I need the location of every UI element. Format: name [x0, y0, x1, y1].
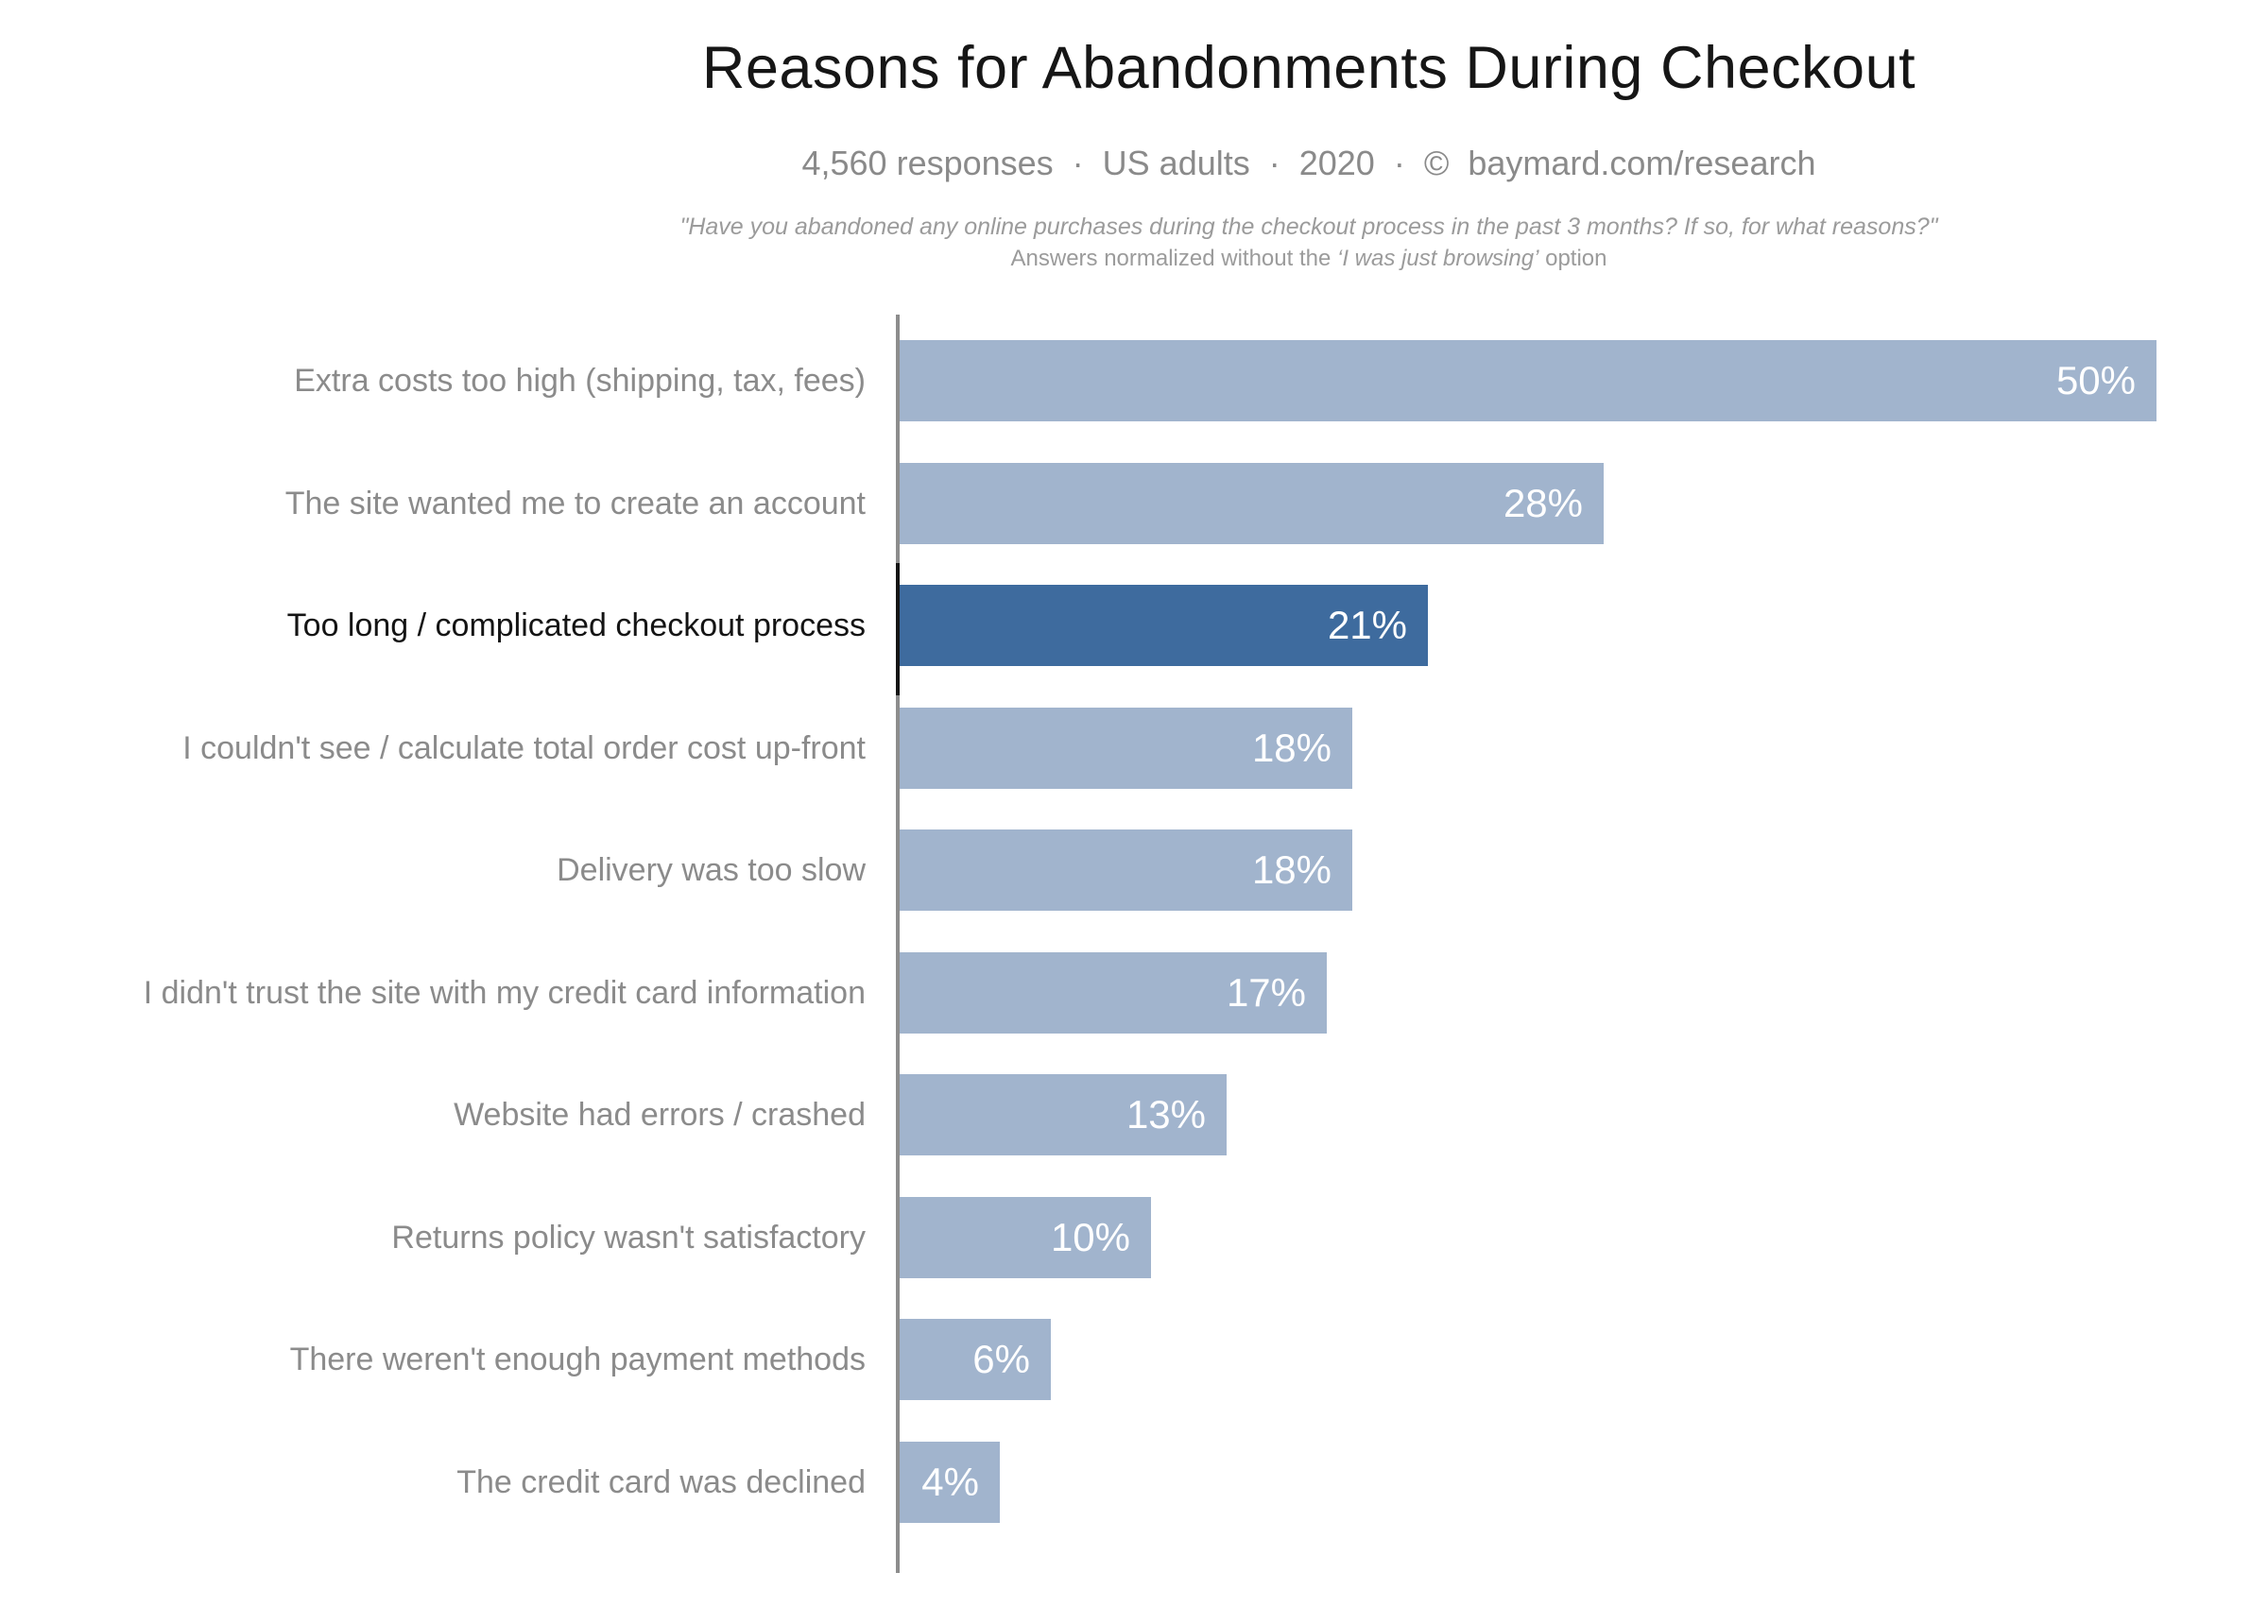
- y-axis-highlight-segment: [896, 563, 900, 695]
- category-label: Delivery was too slow: [557, 852, 866, 888]
- bar: 6%: [900, 1319, 1051, 1400]
- value-label: 28%: [1503, 480, 1583, 525]
- chart-title: Reasons for Abandonments During Checkout: [701, 35, 1916, 101]
- chart-row: Too long / complicated checkout process 2…: [0, 585, 2268, 666]
- value-label: 50%: [2055, 358, 2136, 402]
- chart-row: Extra costs too high (shipping, tax, fee…: [0, 340, 2268, 421]
- bar-highlighted: 21%: [900, 585, 1428, 666]
- normalization-note: Answers normalized without the ‘I was ju…: [350, 246, 2268, 272]
- chart-row: I didn't trust the site with my credit c…: [0, 951, 2268, 1034]
- y-axis-line: [896, 315, 900, 1573]
- bar: 17%: [900, 951, 1327, 1034]
- value-label: 21%: [1327, 603, 1407, 647]
- chart-row: There weren't enough payment methods 6%: [0, 1319, 2268, 1400]
- value-label: 18%: [1251, 847, 1332, 892]
- chart-row: I couldn't see / calculate total order c…: [0, 707, 2268, 789]
- chart-row: The credit card was declined 4%: [0, 1441, 2268, 1523]
- bar: 18%: [900, 829, 1352, 911]
- chart-subtitle: 4,560 responses · US adults · 2020 · © b…: [801, 144, 1816, 182]
- value-label: 18%: [1251, 725, 1332, 770]
- category-label: Returns policy wasn't satisfactory: [391, 1219, 866, 1256]
- value-label: 13%: [1125, 1092, 1206, 1137]
- value-label: 10%: [1050, 1214, 1130, 1259]
- chart-row: Returns policy wasn't satisfactory 10%: [0, 1196, 2268, 1278]
- bar: 18%: [900, 707, 1352, 789]
- normalization-note-prefix: Answers normalized without the: [1010, 246, 1337, 271]
- chart-row: Website had errors / crashed 13%: [0, 1074, 2268, 1155]
- value-label: 4%: [921, 1459, 979, 1504]
- category-label: The site wanted me to create an account: [284, 485, 866, 521]
- category-label: Website had errors / crashed: [454, 1097, 866, 1133]
- value-label: 17%: [1226, 969, 1306, 1015]
- bar: 28%: [900, 462, 1604, 544]
- chart-row: Delivery was too slow 18%: [0, 829, 2268, 911]
- normalization-note-italic-phrase: ‘I was just browsing’: [1337, 246, 1539, 271]
- bar: 4%: [900, 1441, 1000, 1523]
- category-label: The credit card was declined: [456, 1463, 866, 1500]
- chart-row: The site wanted me to create an account 2…: [0, 462, 2268, 544]
- category-label: There weren't enough payment methods: [289, 1342, 866, 1377]
- category-label: I didn't trust the site with my credit c…: [143, 974, 866, 1011]
- bar: 10%: [900, 1196, 1151, 1278]
- bar: 50%: [900, 340, 2156, 421]
- category-label: I couldn't see / calculate total order c…: [182, 729, 866, 766]
- category-label: Extra costs too high (shipping, tax, fee…: [294, 363, 866, 399]
- normalization-note-suffix: option: [1538, 246, 1607, 271]
- bar: 13%: [900, 1074, 1227, 1155]
- survey-question-quote: "Have you abandoned any online purchases…: [679, 214, 1938, 240]
- value-label: 6%: [972, 1337, 1030, 1381]
- category-label-highlighted: Too long / complicated checkout process: [286, 607, 866, 643]
